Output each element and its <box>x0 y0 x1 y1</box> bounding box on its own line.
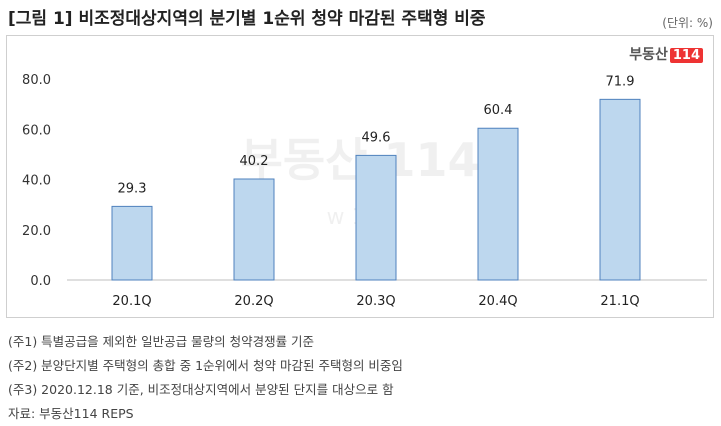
footnote-1: (주1) 특별공급을 제외한 일반공급 물량의 청약경쟁률 기준 <box>8 334 315 349</box>
x-tick-label: 20.4Q <box>478 294 517 309</box>
y-tick-label: 40.0 <box>22 174 51 189</box>
y-tick-label: 60.0 <box>22 123 51 138</box>
footnote-3: (주3) 2020.12.18 기준, 비조정대상지역에서 분양된 단지를 대상… <box>8 382 394 397</box>
x-tick-label: 20.3Q <box>356 294 395 309</box>
x-tick-label: 20.2Q <box>234 294 273 309</box>
x-tick-label: 21.1Q <box>600 294 639 309</box>
bar <box>355 154 397 281</box>
bar <box>477 127 519 281</box>
y-tick-label: 20.0 <box>22 224 51 239</box>
brand-logo: 부동산 114 <box>629 44 703 64</box>
data-label: 60.4 <box>484 103 513 118</box>
bar <box>111 205 153 281</box>
source-note: 자료: 부동산114 REPS <box>8 406 134 421</box>
y-tick-label: 0.0 <box>30 274 51 289</box>
chart-title: [그림 1] 비조정대상지역의 분기별 1순위 청약 마감된 주택형 비중 <box>8 9 486 29</box>
footnote-2: (주2) 분양단지별 주택형의 총합 중 1순위에서 청약 마감된 주택형의 비… <box>8 358 403 373</box>
logo-number: 114 <box>669 48 703 63</box>
bar <box>233 178 275 281</box>
logo-text: 부동산 <box>629 47 668 63</box>
data-label: 49.6 <box>362 130 391 145</box>
footnotes: (주1) 특별공급을 제외한 일반공급 물량의 청약경쟁률 기준 (주2) 분양… <box>8 330 403 426</box>
unit-label: (단위: %) <box>662 16 713 30</box>
bar <box>599 98 641 281</box>
data-label: 71.9 <box>606 74 635 89</box>
data-label: 40.2 <box>240 154 269 169</box>
data-label: 29.3 <box>118 181 147 196</box>
y-tick-label: 80.0 <box>22 73 51 88</box>
x-tick-label: 20.1Q <box>112 294 151 309</box>
